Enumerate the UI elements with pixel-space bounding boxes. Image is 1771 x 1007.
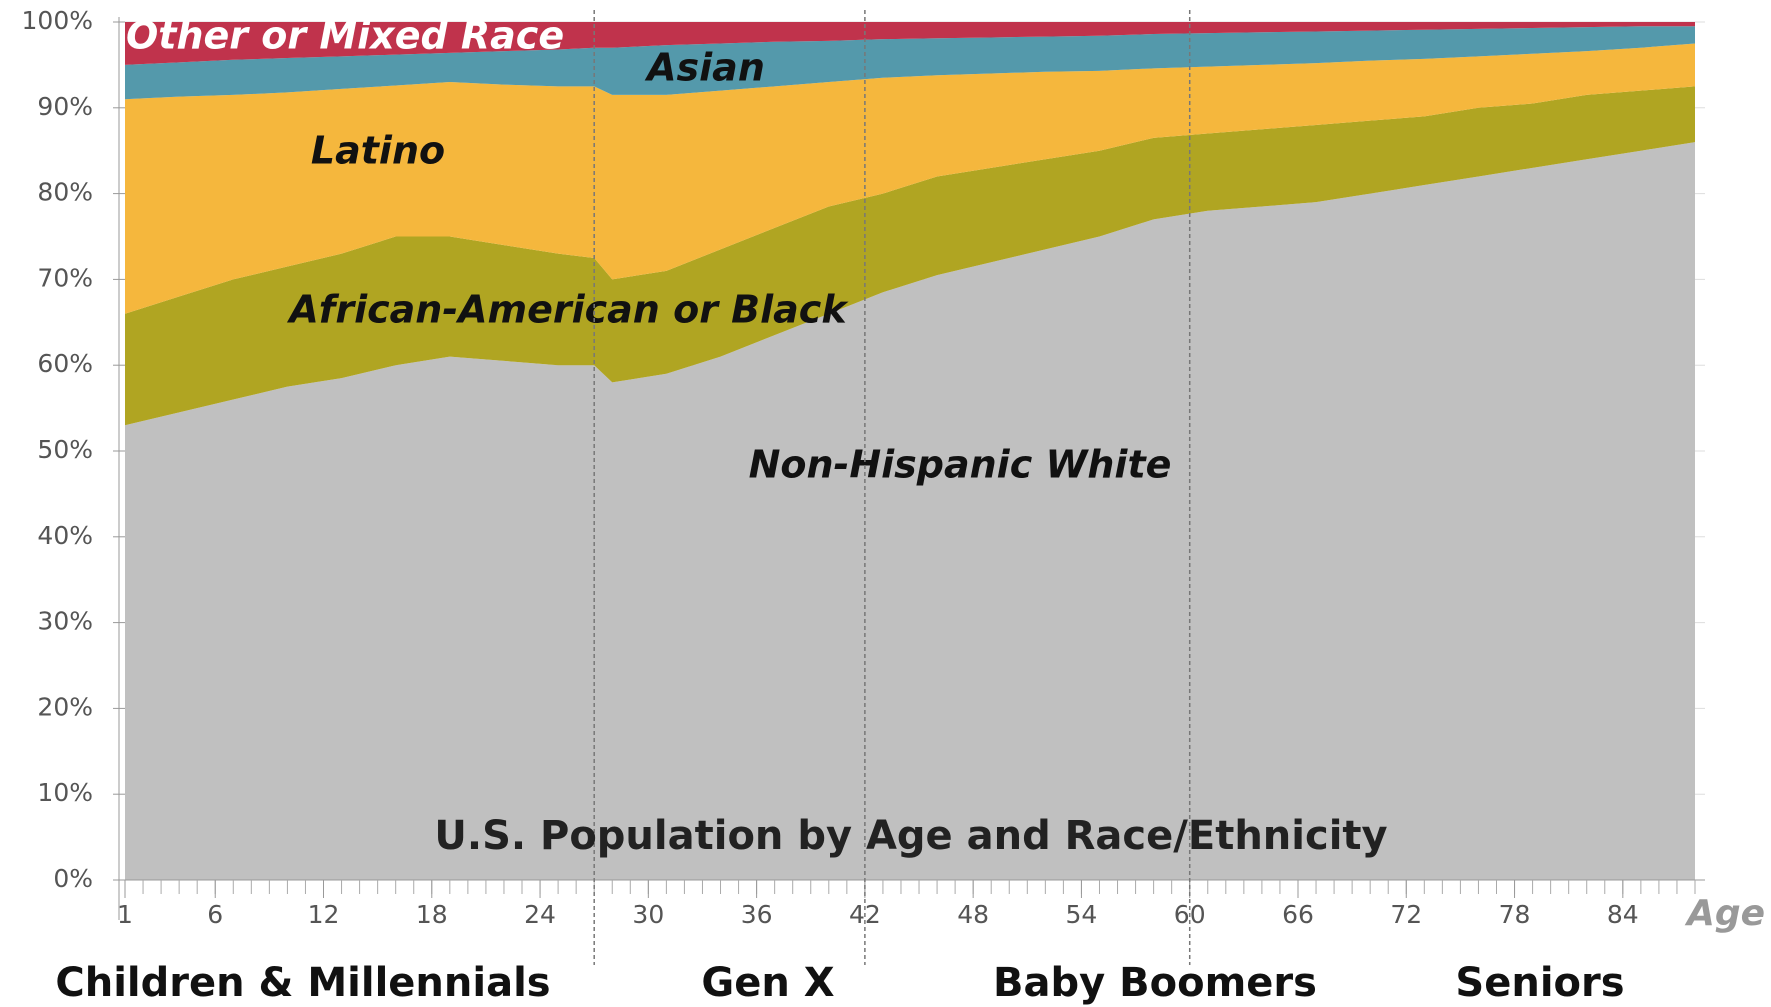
group-label: Baby Boomers: [993, 960, 1317, 1006]
x-tick-label: 24: [524, 900, 556, 929]
x-tick-label: 1: [117, 900, 133, 929]
x-tick-label: 6: [207, 900, 223, 929]
y-tick-label: 30%: [37, 607, 93, 636]
series-label: Other or Mixed Race: [126, 14, 564, 58]
group-label: Gen X: [701, 960, 834, 1006]
area: [125, 142, 1695, 880]
y-tick-label: 10%: [37, 778, 93, 807]
y-tick-label: 0%: [53, 864, 93, 893]
area: [125, 22, 1695, 65]
series-label: Non-Hispanic White: [749, 443, 1172, 487]
group-label: Children & Millennials: [55, 960, 550, 1006]
x-tick-label: 54: [1066, 900, 1098, 929]
y-tick-label: 90%: [37, 92, 93, 121]
area: [125, 26, 1695, 100]
x-tick-label: 18: [416, 900, 448, 929]
x-tick-label: 48: [957, 900, 989, 929]
y-tick-label: 40%: [37, 521, 93, 550]
y-tick-label: 70%: [37, 263, 93, 292]
x-tick-label: 36: [741, 900, 773, 929]
area: [125, 43, 1695, 314]
series-label: Asian: [644, 46, 765, 90]
chart-title: U.S. Population by Age and Race/Ethnicit…: [434, 813, 1387, 859]
plot-layer: [125, 21, 1705, 881]
series-label: Latino: [311, 129, 445, 173]
x-axis-label: Age: [1684, 893, 1765, 934]
x-tick-label: 72: [1390, 900, 1422, 929]
y-tick-label: 80%: [37, 178, 93, 207]
area: [125, 86, 1695, 426]
series-label: African-American or Black: [286, 288, 849, 332]
y-tick-label: 20%: [37, 692, 93, 721]
y-tick-label: 60%: [37, 349, 93, 378]
x-tick-label: 30: [632, 900, 664, 929]
x-tick-label: 84: [1607, 900, 1639, 929]
y-tick-label: 50%: [37, 435, 93, 464]
group-label: Seniors: [1455, 960, 1624, 1006]
x-tick-label: 78: [1499, 900, 1531, 929]
y-tick-label: 100%: [22, 6, 93, 35]
x-tick-label: 12: [308, 900, 340, 929]
x-tick-label: 66: [1282, 900, 1314, 929]
